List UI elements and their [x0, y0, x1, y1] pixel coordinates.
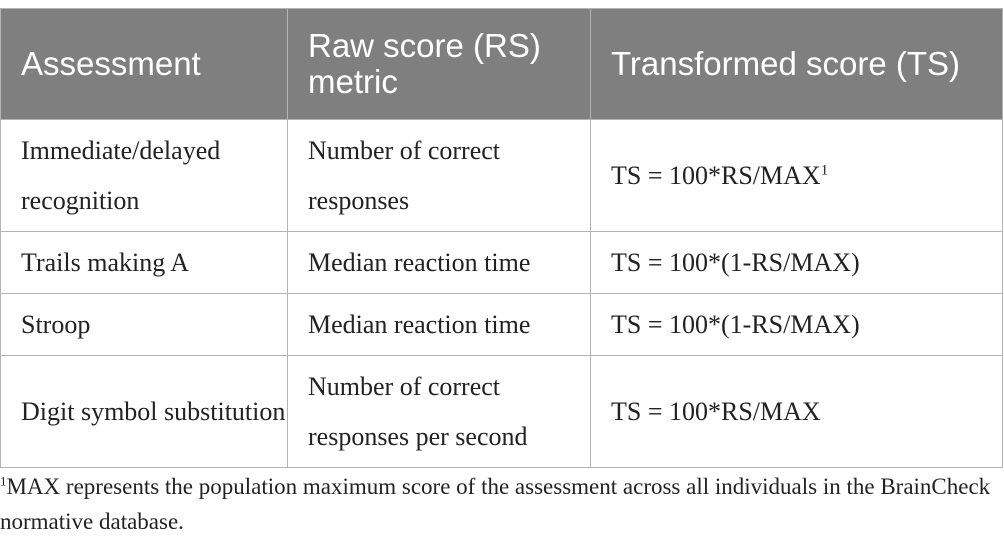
footnote-marker: 1 — [0, 473, 7, 489]
column-header-assessment: Assessment — [0, 8, 288, 120]
cell-formula: TS = 100*(1-RS/MAX) — [590, 293, 1003, 356]
footnote-text: MAX represents the population maximum sc… — [0, 474, 991, 534]
table-row: Trails making A Median reaction time TS … — [0, 231, 1003, 294]
cell-assessment: Immediate/delayed recognition — [0, 119, 288, 232]
cell-assessment: Trails making A — [0, 231, 288, 294]
column-header-raw-score-metric: Raw score (RS) metric — [287, 8, 591, 120]
cell-metric: Number of correct responses — [287, 119, 591, 232]
table-footnote: 1MAX represents the population maximum s… — [0, 469, 1000, 539]
cell-formula: TS = 100*(1-RS/MAX) — [590, 231, 1003, 294]
cell-metric: Number of correct responses per second — [287, 355, 591, 468]
cell-assessment: Digit symbol substitution — [0, 355, 288, 468]
score-transformation-table: Assessment Raw score (RS) metric Transfo… — [0, 8, 1003, 468]
score-table-container: Assessment Raw score (RS) metric Transfo… — [0, 8, 1003, 468]
formula-text: TS = 100*RS/MAX — [611, 160, 821, 190]
cell-formula: TS = 100*RS/MAX — [590, 355, 1003, 468]
cell-metric: Median reaction time — [287, 293, 591, 356]
table-header-row: Assessment Raw score (RS) metric Transfo… — [0, 8, 1003, 120]
cell-metric: Median reaction time — [287, 231, 591, 294]
table-row: Immediate/delayed recognition Number of … — [0, 119, 1003, 232]
footnote-marker: 1 — [820, 161, 829, 178]
column-header-transformed-score: Transformed score (TS) — [590, 8, 1003, 120]
table-row: Stroop Median reaction time TS = 100*(1-… — [0, 293, 1003, 356]
cell-assessment: Stroop — [0, 293, 288, 356]
cell-formula: TS = 100*RS/MAX1 — [590, 119, 1003, 232]
table-row: Digit symbol substitution Number of corr… — [0, 355, 1003, 468]
